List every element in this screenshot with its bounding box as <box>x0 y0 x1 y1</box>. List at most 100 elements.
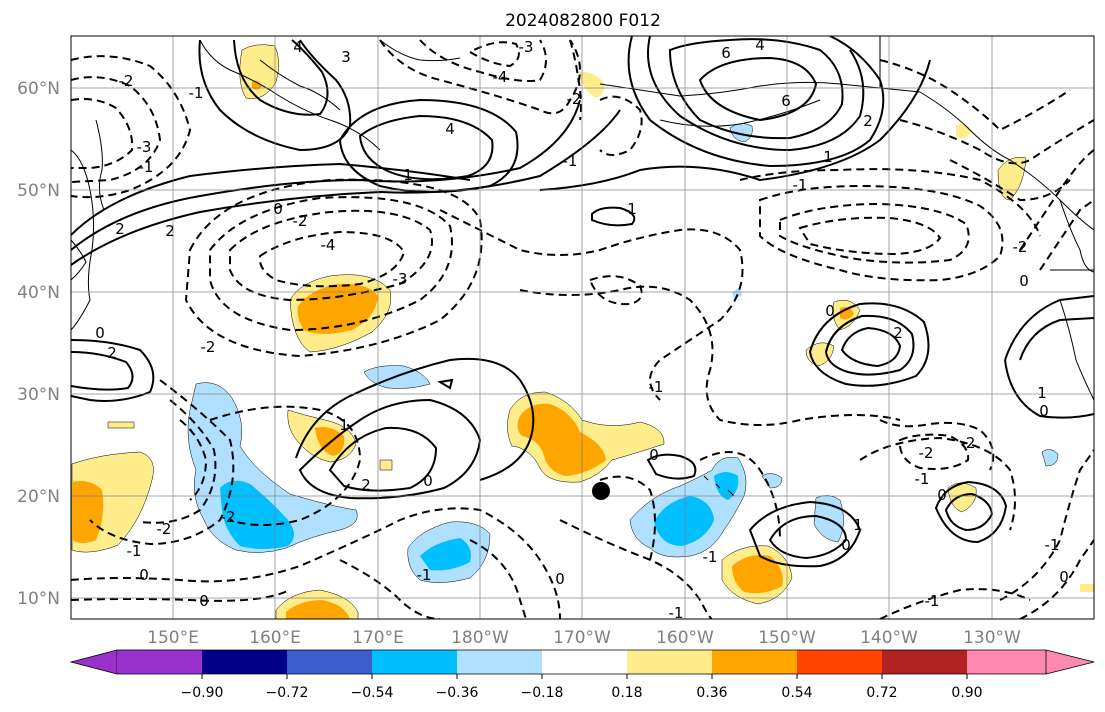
lon-label-140w: 140°W <box>860 628 918 648</box>
contour-label: 6 <box>781 92 791 110</box>
contour-label: -1 <box>189 84 204 102</box>
contour-label: 0 <box>423 472 433 490</box>
colorbar-tick-label: 0.90 <box>951 685 982 701</box>
lon-label-130w: 130°W <box>963 628 1021 648</box>
contour-label: -2 <box>293 212 308 230</box>
lat-label-50n: 50°N <box>17 181 60 201</box>
colorbar-tick-label: 0.36 <box>696 685 727 701</box>
colorbar-tick-label: 0.72 <box>866 685 897 701</box>
contour-label: -1 <box>703 548 718 566</box>
lat-label-20n: 20°N <box>17 487 60 507</box>
contour-labels: 4 3 4 6 4 6 2 1 0 1 2 2 1 2 0 1 0 0 2 1 … <box>95 36 1069 622</box>
contour-label: 0 <box>1039 402 1049 420</box>
lon-label-150w: 150°W <box>758 628 816 648</box>
colorbar-bin <box>287 650 372 674</box>
figure-title: 2024082800 F012 <box>505 11 661 31</box>
contour-label: -2 <box>157 520 172 538</box>
longitude-labels: 150°E 160°E 170°E 180°W 170°W 160°W 150°… <box>147 628 1021 648</box>
colorbar-tick-label: −0.72 <box>266 685 309 701</box>
contour-label: 4 <box>293 38 303 56</box>
colorbar-tick-label: −0.36 <box>436 685 479 701</box>
coastlines <box>71 36 1094 497</box>
contour-label: 6 <box>721 44 731 62</box>
contour-label: 2 <box>361 476 371 494</box>
contour-label: 0 <box>825 302 835 320</box>
contour-label: 4 <box>755 36 765 54</box>
gridlines <box>71 36 1094 619</box>
contour-label: -1 <box>139 158 154 176</box>
colorbar-bin <box>202 650 287 674</box>
contour-label: -1 <box>1045 536 1060 554</box>
contour-label: -2 <box>119 72 134 90</box>
contour-label: -1 <box>793 176 808 194</box>
contour-label: 0 <box>199 592 209 610</box>
colorbar-tick-label: 0.54 <box>781 685 812 701</box>
contour-label: 0 <box>649 446 659 464</box>
lon-label-160e: 160°E <box>249 628 301 648</box>
lon-label-170e: 170°E <box>352 628 404 648</box>
shading-layer <box>71 44 1094 619</box>
contour-label: 2 <box>165 222 175 240</box>
colorbar-bin <box>372 650 457 674</box>
contour-label: 2 <box>893 324 903 342</box>
typhoon-position-marker <box>592 482 610 500</box>
colorbar-tick-label: 0.18 <box>611 685 642 701</box>
contour-label: 2 <box>863 112 873 130</box>
colorbar-tick-label: −0.90 <box>181 685 224 701</box>
contour-label: -1 <box>669 604 684 622</box>
contour-label: 0 <box>273 200 283 218</box>
contour-label: 4 <box>445 120 455 138</box>
lat-label-60n: 60°N <box>17 79 60 99</box>
map-frame <box>70 35 1095 620</box>
contour-label: -1 <box>417 566 432 584</box>
contour-label: -3 <box>519 38 534 56</box>
contour-label: 3 <box>341 48 351 66</box>
contour-label: -2 <box>567 90 582 108</box>
contour-label: 0 <box>1019 272 1029 290</box>
colorbar-tick-label: −0.18 <box>521 685 564 701</box>
colorbar-bin <box>542 650 627 674</box>
contour-label: -2 <box>1013 238 1028 256</box>
contour-label: 2 <box>115 220 125 238</box>
contour-label: -1 <box>127 542 142 560</box>
contour-label: 1 <box>627 200 637 218</box>
colorbar-bin <box>457 650 542 674</box>
contour-label: 1 <box>403 166 413 184</box>
contour-label: 0 <box>139 566 149 584</box>
contour-label: -1 <box>563 152 578 170</box>
contour-label: -2 <box>961 434 976 452</box>
contour-label: 1 <box>1037 384 1047 402</box>
contour-label: 1 <box>853 516 863 534</box>
colorbar-bin <box>967 650 1046 674</box>
lon-label-170w: 170°W <box>553 628 611 648</box>
contour-label: 0 <box>937 486 947 504</box>
lat-label-10n: 10°N <box>17 589 60 609</box>
contour-label: 0 <box>841 536 851 554</box>
contour-label: -2 <box>201 338 216 356</box>
contour-label: -4 <box>493 68 508 86</box>
contour-label: 0 <box>1059 568 1069 586</box>
lon-label-180w: 180°W <box>451 628 509 648</box>
colorbar-bin <box>627 650 712 674</box>
colorbar-tick-label: −0.54 <box>351 685 394 701</box>
plot-area: 4 3 4 6 4 6 2 1 0 1 2 2 1 2 0 1 0 0 2 1 … <box>71 36 1094 622</box>
colorbar-low-extend <box>69 649 118 675</box>
contour-label: 0 <box>95 324 105 342</box>
contour-label: -1 <box>649 378 664 396</box>
contour-label: -1 <box>925 592 940 610</box>
colorbar-bin <box>882 650 967 674</box>
lat-label-30n: 30°N <box>17 385 60 405</box>
contour-label: 0 <box>555 570 565 588</box>
contour-label: -1 <box>915 470 930 488</box>
dashed-contours <box>71 39 1094 619</box>
contour-label: -2 <box>221 508 236 526</box>
latitude-labels: 60°N 50°N 40°N 30°N 20°N 10°N <box>17 79 60 609</box>
contour-label: 1 <box>823 148 833 166</box>
contour-label: -3 <box>393 270 408 288</box>
contour-label: -3 <box>137 138 152 156</box>
colorbar-bin <box>797 650 882 674</box>
colorbar: −0.90 −0.72 −0.54 −0.36 −0.18 0.18 0.36 … <box>69 649 1095 701</box>
lon-label-150e: 150°E <box>147 628 199 648</box>
contour-label: 1 <box>339 416 349 434</box>
